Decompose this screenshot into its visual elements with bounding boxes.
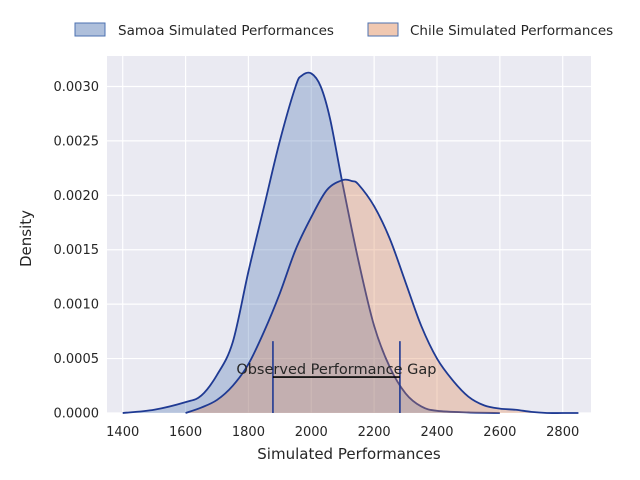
y-tick-label-2: 0.0010: [54, 298, 100, 313]
y-tick-label-4: 0.0020: [54, 189, 100, 204]
y-tick-label-5: 0.0025: [54, 134, 100, 149]
y-tick-label-1: 0.0005: [54, 352, 100, 367]
legend-entry-1: Chile Simulated Performances: [367, 22, 613, 39]
x-tick-label-6: 2600: [483, 425, 516, 440]
x-tick-label-1: 1600: [169, 425, 202, 440]
x-tick-label-5: 2400: [420, 425, 453, 440]
legend-entry-0: Samoa Simulated Performances: [74, 22, 334, 39]
x-tick-label-7: 2800: [546, 425, 579, 440]
y-tick-label-3: 0.0015: [54, 243, 100, 258]
legend-swatch-1: [367, 22, 399, 37]
x-tick-label-2: 1800: [232, 425, 265, 440]
x-axis-label: Simulated Performances: [257, 445, 441, 463]
x-tick-label-3: 2000: [295, 425, 328, 440]
x-tick-label-4: 2200: [358, 425, 391, 440]
series-0-line: [122, 71, 500, 414]
x-tick-label-0: 1400: [106, 425, 139, 440]
gap-annotation-text: Observed Performance Gap: [236, 362, 436, 378]
y-tick-label-6: 0.0030: [54, 80, 100, 95]
series-1-area: [185, 179, 579, 414]
y-tick-label-0: 0.0000: [54, 407, 100, 422]
plot-background: [107, 56, 591, 413]
legend-label-0: Samoa Simulated Performances: [118, 23, 334, 39]
legend-label-1: Chile Simulated Performances: [410, 23, 613, 39]
legend-swatch-0: [74, 22, 106, 37]
series-1-line: [185, 178, 579, 414]
y-axis-label: Density: [17, 210, 35, 267]
series-0-area: [122, 72, 500, 413]
